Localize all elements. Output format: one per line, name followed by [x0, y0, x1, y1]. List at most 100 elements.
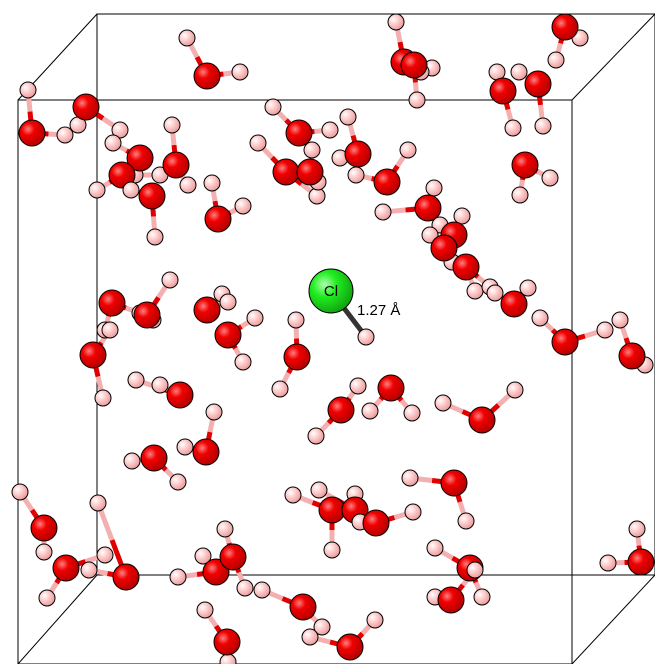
oxygen-atom [345, 141, 371, 167]
hydrogen-atom [375, 204, 391, 220]
molecular-scene: Cl 1.27 Å [0, 0, 655, 664]
oxygen-atom [453, 254, 479, 280]
hydrogen-atom [308, 428, 324, 444]
oxygen-atom [297, 159, 323, 185]
hydrogen-atom [265, 99, 281, 115]
hydrogen-atom [123, 182, 139, 198]
oxygen-atom [619, 343, 645, 369]
hydrogen-atom [285, 487, 301, 503]
hydrogen-atom [467, 562, 483, 578]
hydrogen-atom [612, 312, 628, 328]
oxygen-atom [441, 470, 467, 496]
oxygen-atom [194, 297, 220, 323]
oxygen-atom [286, 120, 312, 146]
oxygen-atom [490, 78, 516, 104]
oxygen-atom [469, 407, 495, 433]
hydrogen-atom [217, 521, 233, 537]
hydrogen-atom [20, 82, 36, 98]
oxygen-atom [525, 71, 551, 97]
oxygen-atom [80, 342, 106, 368]
hydrogen-atom [402, 470, 418, 486]
hydrogen-atom [388, 14, 404, 30]
hydrogen-atom [348, 167, 364, 183]
hydrogen-atom [474, 589, 490, 605]
hydrogen-atom [57, 127, 73, 143]
oxygen-atom [163, 152, 189, 178]
hydrogen-atom [254, 582, 270, 598]
oxygen-atom [194, 63, 220, 89]
hydrogen-atom [467, 283, 483, 299]
oxygen-atom [512, 152, 538, 178]
hydrogen-atom [324, 542, 340, 558]
hydrogen-atom [350, 378, 366, 394]
hydrogen-atom [81, 562, 97, 578]
hydrogen-atom [180, 177, 196, 193]
hydrogen-atom [232, 64, 248, 80]
hydrogen-atom [507, 382, 523, 398]
hydrogen-atom [179, 30, 195, 46]
hydrogen-atom [322, 122, 338, 138]
oxygen-atom [220, 544, 246, 570]
oxygen-atom [193, 439, 219, 465]
hydrogen-atom [426, 180, 442, 196]
oxygen-atom [214, 629, 240, 655]
hydrogen-atom [405, 504, 421, 520]
hydrogen-atom [162, 272, 178, 288]
atoms [12, 14, 654, 664]
hydrogen-atom [95, 390, 111, 406]
hydrogen-atom [409, 92, 425, 108]
hydrogen-atom [237, 580, 253, 596]
oxygen-atom [374, 169, 400, 195]
oxygen-atom [328, 397, 354, 423]
hydrogen-atom [39, 590, 55, 606]
oxygen-atom [363, 510, 389, 536]
hydrogen-atom [367, 612, 383, 628]
hydrogen-atom [204, 175, 220, 191]
hydrogen-atom [250, 135, 266, 151]
distance-label: 1.27 Å [357, 302, 400, 319]
hydrogen-atom [311, 482, 327, 498]
hydrogen-atom [105, 135, 121, 151]
hydrogen-atom [128, 372, 144, 388]
oxygen-atom [99, 290, 125, 316]
hydrogen-atom [197, 602, 213, 618]
hydrogen-atom [220, 654, 236, 664]
hydrogen-atom [164, 117, 180, 133]
oxygen-atom [628, 549, 654, 575]
hydrogen-atom [302, 629, 318, 645]
hydrogen-atom [358, 329, 374, 345]
oxygen-atom [319, 497, 345, 523]
oxygen-atom [401, 52, 427, 78]
hydrogen-atom [147, 229, 163, 245]
oxygen-atom [378, 375, 404, 401]
hydrogen-atom [548, 52, 564, 68]
oxygen-atom [501, 291, 527, 317]
oxygen-atom [73, 94, 99, 120]
hydrogen-atom [90, 495, 106, 511]
oxygen-atom [552, 14, 578, 40]
oxygen-atom [215, 322, 241, 348]
oxygen-atom [273, 159, 299, 185]
oxygen-atom [113, 564, 139, 590]
oxygen-atom [284, 344, 310, 370]
hydrogen-atom [454, 208, 470, 224]
hydrogen-atom [235, 198, 251, 214]
hydrogen-atom [458, 513, 474, 529]
hydrogen-atom [511, 64, 527, 80]
oxygen-atom [53, 555, 79, 581]
oxygen-atom [141, 445, 167, 471]
hydrogen-atom [542, 170, 558, 186]
oxygen-atom [134, 302, 160, 328]
hydrogen-atom [36, 544, 52, 560]
hydrogen-atom [535, 118, 551, 134]
hydrogen-atom [272, 381, 288, 397]
hydrogen-atom [124, 453, 140, 469]
hydrogen-atom [487, 285, 503, 301]
hydrogen-atom [597, 322, 613, 338]
bonds [20, 22, 645, 662]
hydrogen-atom [435, 395, 451, 411]
hydrogen-atom [102, 322, 118, 338]
oxygen-atom [337, 634, 363, 660]
oxygen-atom [31, 515, 57, 541]
hydrogen-atom [404, 405, 420, 421]
